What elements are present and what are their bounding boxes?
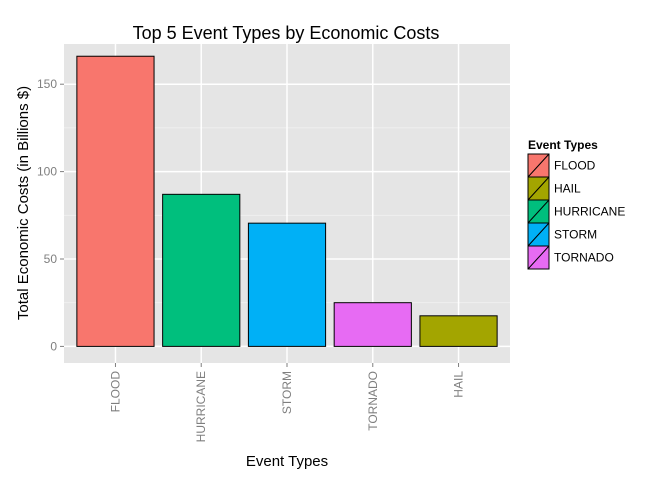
legend-key-slash: [527, 245, 550, 270]
y-tick-label: 50: [44, 252, 58, 266]
x-axis-title: Event Types: [246, 453, 328, 470]
bar-flood: [76, 55, 155, 347]
x-tick-label-tornado: TORNADO: [366, 371, 380, 431]
x-tick-label-hurricane: HURRICANE: [194, 371, 208, 442]
bar-hurricane: [162, 193, 241, 347]
legend-label-flood: FLOOD: [554, 159, 596, 173]
legend-label-hail: HAIL: [554, 182, 581, 196]
legend-key-slash: [527, 199, 550, 224]
chart-title: Top 5 Event Types by Economic Costs: [133, 23, 440, 43]
y-tick-label: 150: [37, 77, 57, 91]
legend-key-slash: [527, 222, 550, 247]
bar-tornado: [333, 302, 412, 347]
legend: Event Types FLOOD HAIL HURRICANE STORM TORNA…: [527, 138, 625, 270]
x-axis: FLOOD HURRICANE STORM TORNADO HAIL: [108, 363, 466, 442]
x-tick-label-hail: HAIL: [452, 371, 466, 398]
legend-label-storm: STORM: [554, 228, 597, 242]
legend-key-slash: [527, 153, 550, 178]
legend-label-tornado: TORNADO: [554, 251, 614, 265]
legend-title: Event Types: [528, 138, 598, 152]
y-tick-label: 0: [50, 339, 57, 353]
legend-key-slash: [527, 176, 550, 201]
x-tick-label-flood: FLOOD: [108, 371, 122, 413]
bar-storm: [247, 222, 327, 347]
legend-label-hurricane: HURRICANE: [554, 205, 625, 219]
y-axis-title: Total Economic Costs (in Billions $): [15, 86, 32, 320]
bar-hail: [419, 315, 498, 347]
x-tick-label-storm: STORM: [280, 371, 294, 414]
y-tick-label: 100: [37, 165, 57, 179]
bars: [76, 55, 498, 347]
y-axis: 0 50 100 150: [37, 77, 64, 353]
